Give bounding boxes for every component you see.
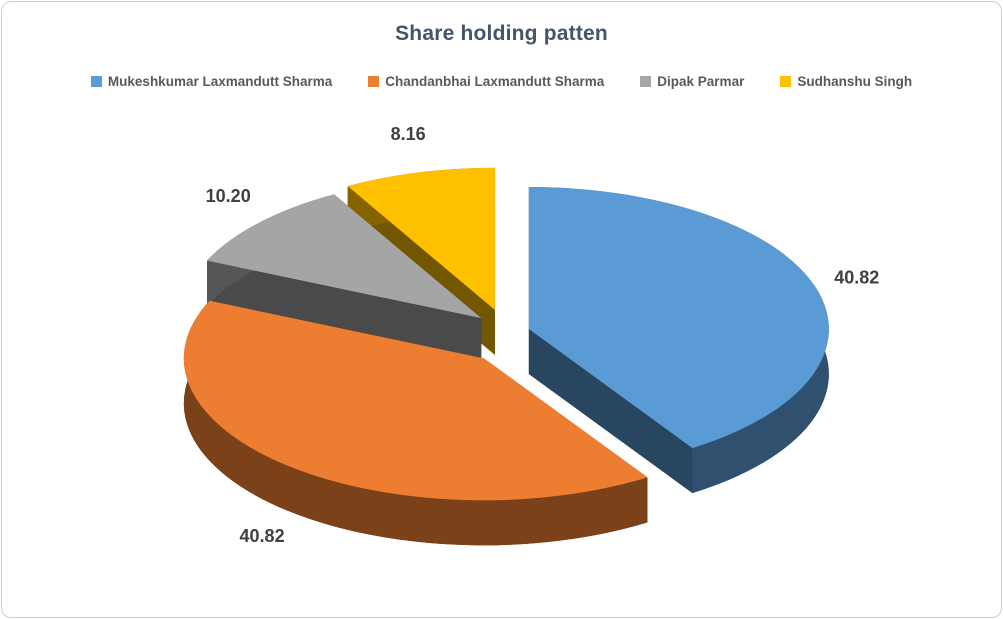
legend-label: Sudhanshu Singh: [797, 74, 913, 89]
legend-label: Mukeshkumar Laxmandutt Sharma: [107, 74, 333, 89]
pie-slice-rim: [183, 300, 648, 546]
legend-swatch: [780, 76, 792, 87]
data-label: 8.16: [391, 124, 426, 144]
pie-slice-mukeshkumar-laxmandutt-sharma[interactable]: [528, 187, 829, 449]
chart-title: Share holding patten: [395, 22, 608, 45]
pie-slice-group: [528, 187, 829, 494]
legend-item[interactable]: Mukeshkumar Laxmandutt Sharma: [90, 74, 333, 89]
pie-slice-group: [183, 300, 648, 546]
pie-slice-group: [207, 194, 482, 364]
legend-label: Chandanbhai Laxmandutt Sharma: [385, 74, 605, 89]
pie-slice-dipak-parmar[interactable]: [207, 194, 482, 319]
legend-item[interactable]: Sudhanshu Singh: [780, 74, 912, 89]
data-label: 10.20: [206, 186, 251, 206]
data-label: 40.82: [240, 526, 285, 546]
pie-slice-sudhanshu-singh[interactable]: [347, 167, 495, 310]
pie-slice-chandanbhai-laxmandutt-sharma[interactable]: [183, 300, 648, 501]
chart-legend: Mukeshkumar Laxmandutt Sharma Chandanbhai…: [2, 74, 1001, 89]
legend-item[interactable]: Dipak Parmar: [640, 74, 744, 89]
pie-slice-side: [528, 329, 693, 494]
legend-item[interactable]: Chandanbhai Laxmandutt Sharma: [368, 74, 604, 89]
legend-swatch: [368, 76, 380, 87]
legend-swatch: [90, 76, 102, 87]
legend-label: Dipak Parmar: [657, 74, 745, 89]
data-label: 40.82: [834, 267, 879, 287]
legend-swatch: [640, 76, 652, 87]
pie-slice-side: [207, 260, 482, 364]
